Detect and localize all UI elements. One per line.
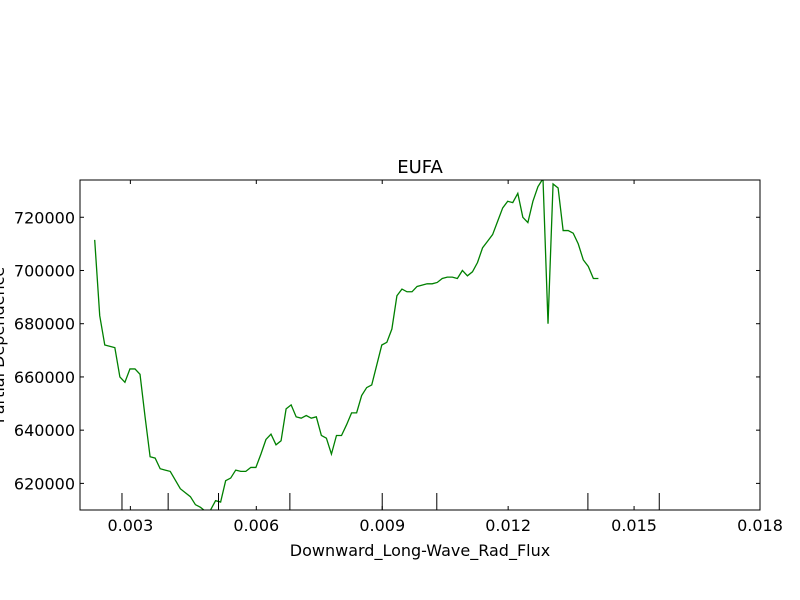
x-tick-label: 0.006: [233, 516, 279, 535]
y-tick-label: 660000: [14, 368, 75, 387]
plot-area-frame: [79, 179, 761, 511]
x-tick-label: 0.012: [485, 516, 531, 535]
x-tick-label: 0.018: [737, 516, 783, 535]
y-axis: 620000 640000 660000 680000 700000 720000: [14, 208, 760, 493]
x-tick-label: 0.009: [359, 516, 405, 535]
series-line-0: [94, 180, 599, 510]
y-tick-label: 620000: [14, 474, 75, 493]
x-axis-label: Downward_Long-Wave_Rad_Flux: [290, 541, 550, 561]
y-axis-label: Partial Dependence: [0, 267, 8, 423]
y-tick-label: 680000: [14, 315, 75, 334]
x-tick-label: 0.003: [107, 516, 153, 535]
y-tick-label: 720000: [14, 208, 75, 227]
rug-marks: [121, 493, 660, 510]
x-axis: 0.003 0.006 0.009 0.012 0.015 0.018: [107, 180, 783, 535]
x-tick-label: 0.015: [611, 516, 657, 535]
y-tick-label: 700000: [14, 261, 75, 280]
series-layer: [94, 180, 599, 510]
chart-title: EUFA: [397, 157, 443, 178]
y-tick-label: 640000: [14, 421, 75, 440]
